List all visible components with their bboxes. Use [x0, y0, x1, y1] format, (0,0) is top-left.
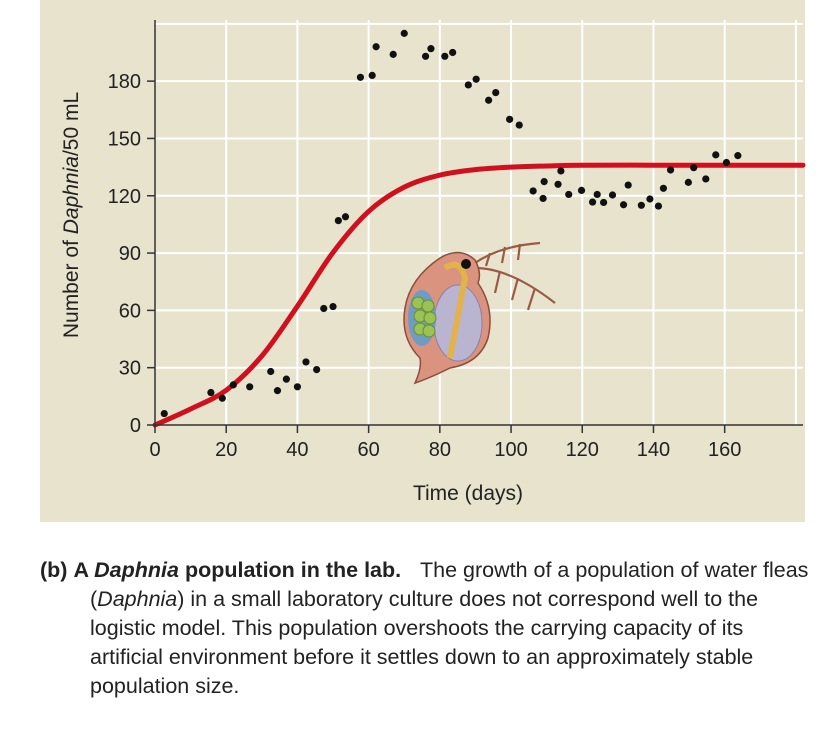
caption-title: A Daphnia population in the lab.	[73, 558, 402, 582]
data-point	[313, 365, 321, 374]
y-tick-label: 0	[130, 415, 141, 437]
data-point	[557, 167, 565, 175]
data-point	[702, 175, 710, 183]
data-point	[282, 375, 290, 383]
daphnia-illustration	[403, 241, 556, 385]
y-tick-label: 180	[108, 71, 141, 93]
data-point	[659, 184, 668, 192]
data-point	[608, 191, 617, 199]
data-point	[427, 45, 435, 53]
data-point	[690, 164, 698, 172]
x-tick-label: 20	[215, 439, 237, 461]
data-point	[506, 115, 514, 123]
intestine	[443, 261, 469, 359]
data-point	[302, 358, 310, 366]
data-point	[421, 52, 430, 60]
data-point	[577, 186, 586, 195]
figure-caption: (b) A Daphnia population in the lab. The…	[40, 556, 820, 701]
data-point	[218, 394, 226, 402]
data-point	[368, 71, 376, 80]
data-point	[372, 43, 380, 51]
x-tick-label: 60	[358, 439, 380, 461]
data-point	[389, 50, 397, 58]
data-point	[229, 381, 237, 389]
x-tick-label: 160	[708, 439, 741, 461]
y-tick-label: 90	[119, 243, 141, 265]
data-point	[464, 81, 472, 89]
data-point	[654, 202, 663, 210]
data-point	[267, 367, 275, 376]
x-tick-label: 140	[637, 439, 670, 461]
data-point	[329, 302, 337, 311]
data-point	[207, 388, 215, 397]
data-point	[341, 213, 350, 221]
data-point	[485, 96, 493, 104]
daphnia-population-chart: 0 20 40 60 80 100 120 140 160 0 30 60 90 120 150 180 Ti…	[60, 20, 806, 505]
data-points	[160, 29, 742, 418]
data-point	[472, 75, 480, 83]
x-tick-label: 0	[149, 439, 160, 461]
y-tick-label: 150	[108, 128, 141, 150]
data-point	[492, 88, 500, 97]
logistic-curve	[152, 162, 806, 428]
data-point	[540, 178, 548, 186]
caption-body: The growth of a population of water flea…	[90, 558, 809, 698]
data-point	[529, 187, 537, 195]
data-point	[334, 216, 342, 225]
y-tick-label: 60	[119, 300, 141, 322]
data-point	[160, 409, 168, 418]
data-point	[712, 151, 720, 159]
data-point	[441, 52, 449, 60]
x-tick-label: 80	[429, 439, 451, 461]
data-point	[588, 198, 597, 206]
data-point	[565, 190, 573, 199]
data-point	[734, 152, 742, 160]
caption-label: (b)	[40, 558, 68, 582]
data-point	[449, 48, 457, 57]
y-tick-label: 120	[108, 186, 141, 208]
data-point	[539, 194, 547, 203]
data-point	[293, 383, 302, 391]
x-axis-label: Time (days)	[413, 482, 523, 505]
eye	[461, 259, 471, 269]
data-point	[246, 383, 254, 391]
data-point	[600, 198, 608, 207]
data-point	[515, 121, 523, 129]
data-point	[619, 201, 628, 209]
x-tick-label: 120	[566, 439, 599, 461]
data-point	[722, 158, 731, 167]
data-point	[624, 181, 632, 189]
data-point	[273, 387, 282, 395]
x-tick-label: 100	[494, 439, 527, 461]
data-point	[554, 180, 562, 188]
eggs	[411, 296, 437, 338]
x-tick-label: 40	[286, 439, 308, 461]
data-point	[356, 73, 365, 81]
data-point	[593, 190, 601, 199]
data-point	[320, 304, 328, 313]
data-point	[637, 201, 645, 209]
y-axis-label: Number of Daphnia/50 mL	[60, 92, 83, 338]
chart-panel	[40, 0, 805, 522]
antenna	[474, 241, 556, 311]
logistic-curve-group	[152, 162, 806, 428]
data-point	[684, 178, 692, 186]
y-tick-label: 30	[119, 358, 141, 380]
data-point	[666, 166, 675, 174]
axes: 0 20 40 60 80 100 120 140 160 0 30 60 90 120 150 180	[108, 20, 803, 461]
data-point	[646, 195, 654, 203]
data-point	[400, 29, 408, 37]
